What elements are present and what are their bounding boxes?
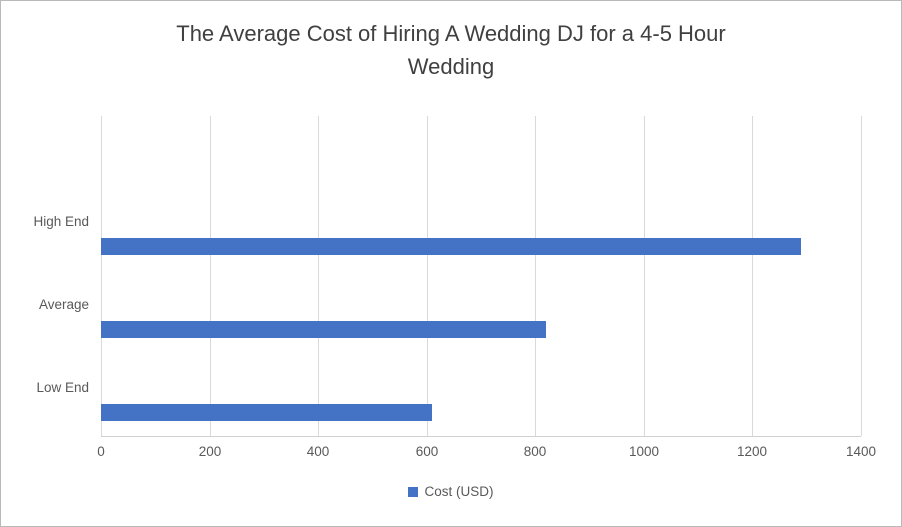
gridline bbox=[318, 116, 319, 436]
category-label-average: Average bbox=[38, 296, 89, 312]
category-label-high-end: High End bbox=[33, 213, 89, 229]
legend-label: Cost (USD) bbox=[424, 484, 494, 499]
x-tick-label: 800 bbox=[523, 444, 547, 459]
gridline bbox=[427, 116, 428, 436]
gridline bbox=[535, 116, 536, 436]
category-label-low-end: Low End bbox=[36, 379, 89, 395]
gridline bbox=[752, 116, 753, 436]
bar-average bbox=[101, 320, 546, 338]
x-tick-label: 1000 bbox=[628, 444, 660, 459]
x-tick-label: 400 bbox=[306, 444, 330, 459]
bar-high-end bbox=[101, 237, 801, 255]
legend: Cost (USD) bbox=[1, 484, 901, 499]
bar-low-end bbox=[101, 403, 432, 421]
gridline bbox=[644, 116, 645, 436]
x-tick-label: 200 bbox=[198, 444, 222, 459]
x-tick-label: 1400 bbox=[845, 444, 877, 459]
x-tick-label: 1200 bbox=[736, 444, 768, 459]
x-tick-label: 0 bbox=[97, 444, 105, 459]
x-tick-label: 600 bbox=[415, 444, 439, 459]
legend-swatch-icon bbox=[408, 486, 419, 497]
chart-title: The Average Cost of Hiring A Wedding DJ … bbox=[176, 21, 726, 79]
gridline bbox=[210, 116, 211, 436]
gridline bbox=[101, 116, 102, 436]
gridline bbox=[861, 116, 862, 436]
plot-area bbox=[101, 116, 862, 437]
